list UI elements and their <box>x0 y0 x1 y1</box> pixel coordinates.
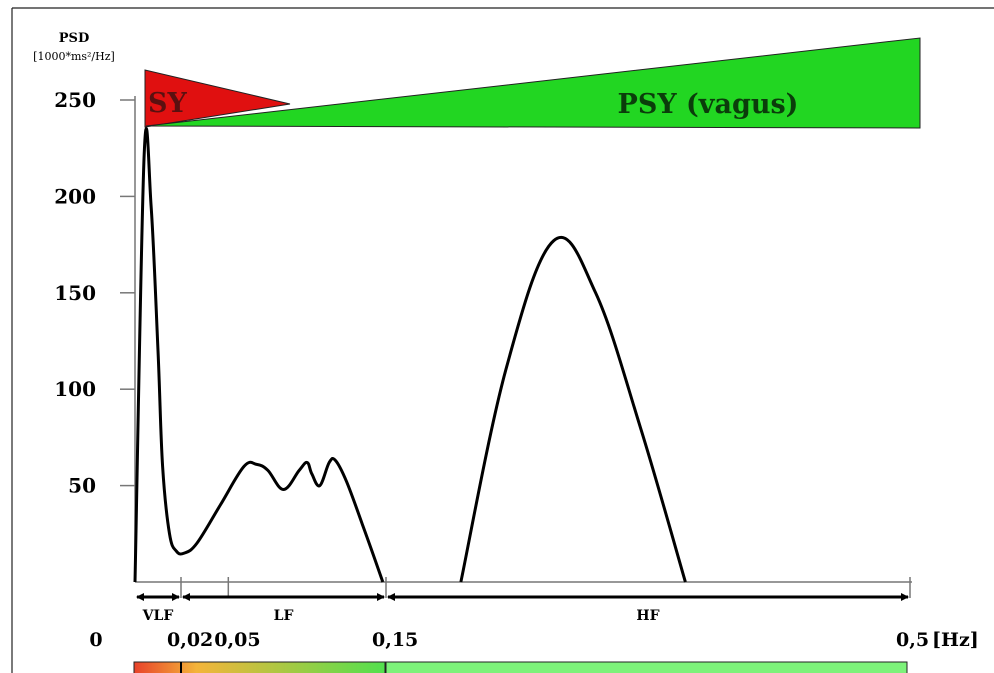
vlf-lf-band-bar <box>133 661 386 673</box>
sy-label: SY <box>148 88 187 119</box>
psd-curve <box>133 127 687 583</box>
band-label-hf: HF <box>636 608 659 624</box>
y-tick-label: 200 <box>54 184 96 208</box>
x-axis-unit: [Hz] <box>932 629 979 651</box>
psy-label: PSY (vagus) <box>618 89 799 120</box>
y-axis-title: PSD <box>59 31 89 46</box>
sy-wedge <box>144 69 291 128</box>
y-tick-label: 250 <box>54 88 96 112</box>
y-tick-label: 150 <box>54 281 96 305</box>
psy-wedge <box>145 37 921 129</box>
band-label-lf: LF <box>274 608 294 624</box>
x-tick-label: 0,02 <box>167 629 213 651</box>
band-label-vlf: VLF <box>142 608 174 624</box>
x-tick-label: 0,05 <box>214 629 260 651</box>
y-tick-label: 50 <box>68 474 96 498</box>
x-tick-label: 0 <box>89 629 102 651</box>
x-tick-label: 0,5 <box>896 629 929 651</box>
hf-band-bar <box>385 661 908 673</box>
y-axis-unit: [1000*ms²/Hz] <box>33 50 115 63</box>
x-tick-label: 0,15 <box>372 629 418 651</box>
y-tick-label: 100 <box>54 377 96 401</box>
